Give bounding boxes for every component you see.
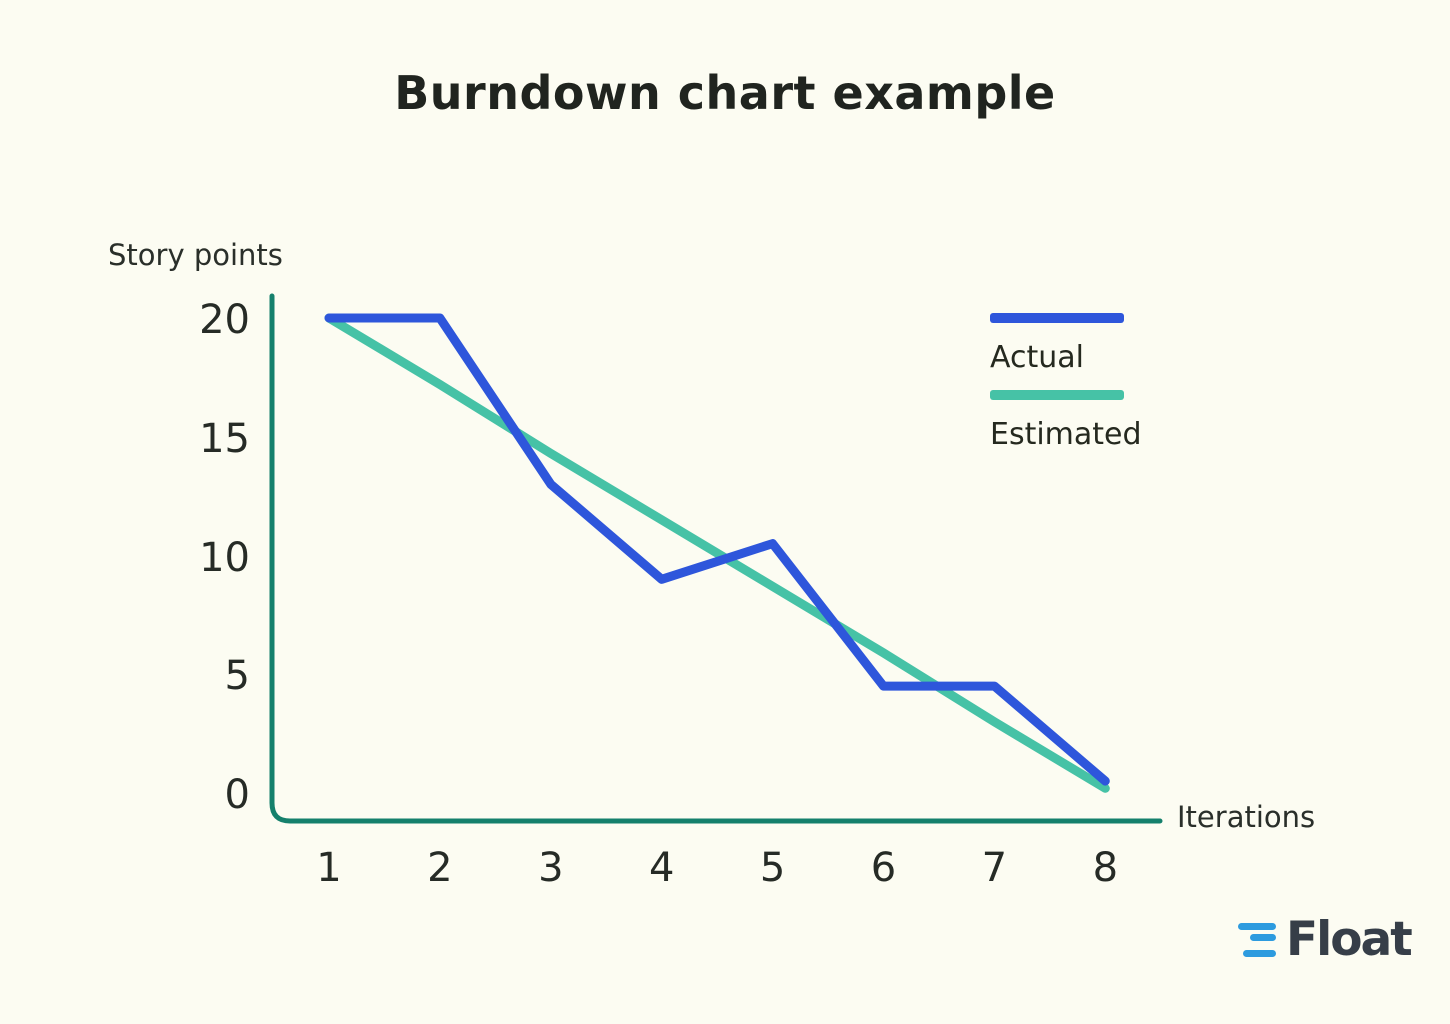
x-axis-label: Iterations (1177, 800, 1316, 834)
logo-bar-bottom (1243, 949, 1276, 957)
logo-bar-middle (1250, 933, 1276, 941)
x-tick-label-5: 5 (759, 845, 786, 891)
x-tick-label-1: 1 (316, 845, 342, 891)
x-tick-label-4: 4 (648, 845, 675, 891)
estimated-line (324, 313, 1110, 793)
series-lines (324, 313, 1110, 793)
chart-legend: Actual Estimated (990, 308, 1142, 452)
x-tick-label-7: 7 (981, 845, 1008, 891)
legend-label-actual: Actual (990, 340, 1084, 375)
logo-bar-top (1238, 922, 1276, 930)
legend-label-estimated: Estimated (990, 417, 1142, 452)
y-tick-label-5: 5 (224, 653, 250, 700)
legend-swatch-estimated (990, 390, 1124, 400)
y-tick-label-0: 0 (224, 772, 250, 818)
legend-swatch-actual (990, 313, 1124, 323)
x-tick-label-8: 8 (1092, 845, 1119, 891)
float-logo-icon (1238, 922, 1276, 957)
axes (269, 293, 1163, 824)
y-tick-label-15: 15 (199, 415, 250, 462)
chart-title: Burndown chart example (394, 66, 1056, 120)
x-tick-label-6: 6 (870, 845, 897, 891)
y-tick-label-20: 20 (199, 297, 250, 343)
float-logo-text: Float (1286, 912, 1413, 967)
y-axis-label: Story points (108, 238, 283, 272)
x-tick-label-2: 2 (427, 845, 453, 891)
x-tick-label-3: 3 (538, 845, 564, 891)
y-tick-label-10: 10 (199, 534, 250, 581)
actual-line (324, 313, 1110, 786)
float-logo: Float (1238, 912, 1413, 967)
